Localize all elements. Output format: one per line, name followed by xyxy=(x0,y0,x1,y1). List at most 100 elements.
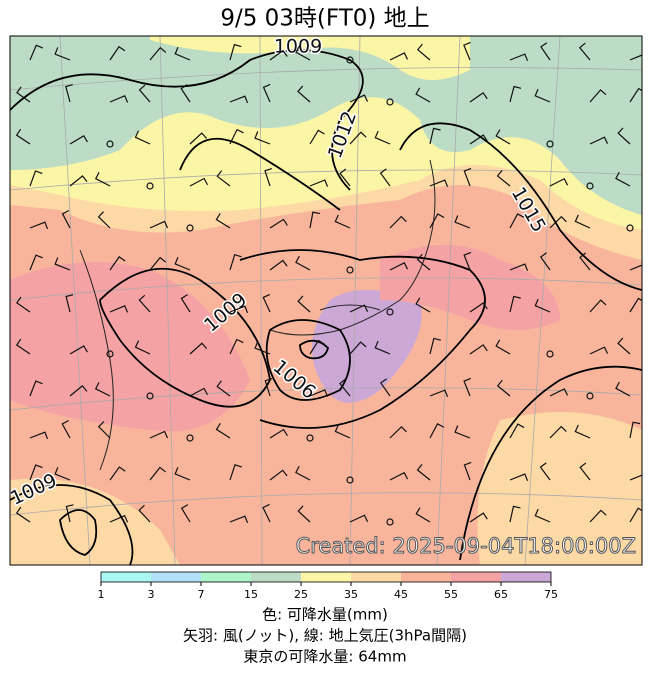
wind-barb xyxy=(574,424,591,439)
calm-marker xyxy=(386,98,394,106)
colorbar-segment xyxy=(351,572,401,582)
wind-barb xyxy=(615,171,631,187)
colorbar-frame xyxy=(100,571,552,583)
calm-marker xyxy=(186,224,194,232)
wind-barb xyxy=(349,131,367,145)
wind-barb xyxy=(189,132,208,145)
wind-barb xyxy=(109,256,126,271)
wind-barb xyxy=(297,295,311,313)
wind-barb xyxy=(374,130,391,145)
wind-barb xyxy=(94,382,111,397)
wind-barb xyxy=(349,341,367,355)
wind-barb xyxy=(109,304,129,313)
wind-barb xyxy=(579,252,591,271)
wind-barb xyxy=(416,464,431,481)
wind-barb xyxy=(94,172,111,187)
wind-barb xyxy=(229,128,244,145)
colorbar-tick-label: 3 xyxy=(148,588,155,601)
wind-barb xyxy=(149,256,167,271)
wind-barb xyxy=(229,515,249,524)
wind-barb xyxy=(138,84,151,103)
wind-barb xyxy=(180,84,191,103)
calm-marker xyxy=(346,266,354,274)
wind-barb xyxy=(349,94,369,103)
wind-barb xyxy=(416,43,431,61)
wind-barb xyxy=(454,425,471,439)
calm-marker xyxy=(146,392,154,400)
wind-barb xyxy=(415,87,431,103)
wind-barb xyxy=(339,168,351,187)
wind-barb xyxy=(379,378,391,397)
wind-barb xyxy=(69,345,88,355)
wind-barb xyxy=(469,344,488,355)
calm-marker xyxy=(346,56,354,64)
colorbar-tick-label: 15 xyxy=(244,588,258,601)
wind-barb xyxy=(617,127,631,145)
wind-barb xyxy=(309,339,325,355)
wind-barb xyxy=(16,296,31,313)
wind-barb xyxy=(109,45,126,61)
wind-barb xyxy=(29,221,49,230)
wind-barb xyxy=(29,380,43,397)
colorbar-tick-label: 55 xyxy=(444,588,458,601)
wind-barb xyxy=(262,83,271,103)
wind-barb xyxy=(379,168,391,187)
colorbar-tick-label: 25 xyxy=(294,588,308,601)
calm-marker xyxy=(586,392,594,400)
wind-barb xyxy=(549,425,567,439)
wind-barb xyxy=(454,215,471,229)
wind-barb xyxy=(174,257,191,271)
wind-barb xyxy=(334,424,351,439)
contour-label: 1009 xyxy=(274,36,322,58)
wind-barb xyxy=(297,85,311,103)
wind-barb xyxy=(469,302,488,313)
colorbar-tick-label: 65 xyxy=(494,588,508,601)
wind-barb xyxy=(180,294,191,313)
colorbar-segment xyxy=(101,572,151,582)
wind-barb xyxy=(295,465,311,481)
colorbar: 1 3 7 15 25 35 45 55 65 75 xyxy=(98,571,558,601)
wind-barb xyxy=(149,46,167,61)
wind-barb xyxy=(269,428,288,439)
wind-barb xyxy=(549,177,569,187)
wind-barb xyxy=(97,421,111,439)
wind-barb xyxy=(574,214,591,229)
wind-barb xyxy=(509,213,525,229)
wind-barb xyxy=(138,294,151,313)
wind-barb xyxy=(429,337,441,355)
colorbar-segment xyxy=(401,572,451,582)
wind-barb xyxy=(229,95,249,104)
calm-marker xyxy=(306,434,314,442)
wind-barb xyxy=(469,512,488,523)
calm-marker xyxy=(546,350,554,358)
wind-barb xyxy=(617,337,631,355)
wind-barb xyxy=(429,179,449,187)
wind-barb xyxy=(389,215,407,229)
wind-barb xyxy=(349,514,369,523)
wind-barb xyxy=(629,54,642,61)
wind-barb xyxy=(149,466,166,481)
wind-barb xyxy=(415,507,431,523)
title: 9/5 03時(FT0) 地上 xyxy=(220,6,429,32)
wind-barb xyxy=(229,338,244,355)
wind-barb xyxy=(469,134,488,145)
wind-barb xyxy=(295,255,311,271)
wind-barb xyxy=(429,213,445,229)
wind-barb xyxy=(69,175,88,187)
wind-barb xyxy=(29,464,43,481)
wind-barb xyxy=(97,211,111,229)
wind-barb xyxy=(389,262,409,271)
wind-barb xyxy=(589,509,607,523)
wind-barb xyxy=(174,467,191,481)
wind-barb xyxy=(509,85,522,103)
wind-barb xyxy=(589,89,607,103)
wind-barb xyxy=(29,44,44,61)
wind-barb xyxy=(138,504,151,523)
colorbar-segment xyxy=(451,572,501,582)
calm-marker xyxy=(386,308,394,316)
wind-barb xyxy=(469,91,488,103)
wind-barb xyxy=(495,339,511,355)
wind-barb xyxy=(65,504,74,523)
wind-barb xyxy=(615,381,631,397)
colorbar-tick-label: 45 xyxy=(394,588,408,601)
